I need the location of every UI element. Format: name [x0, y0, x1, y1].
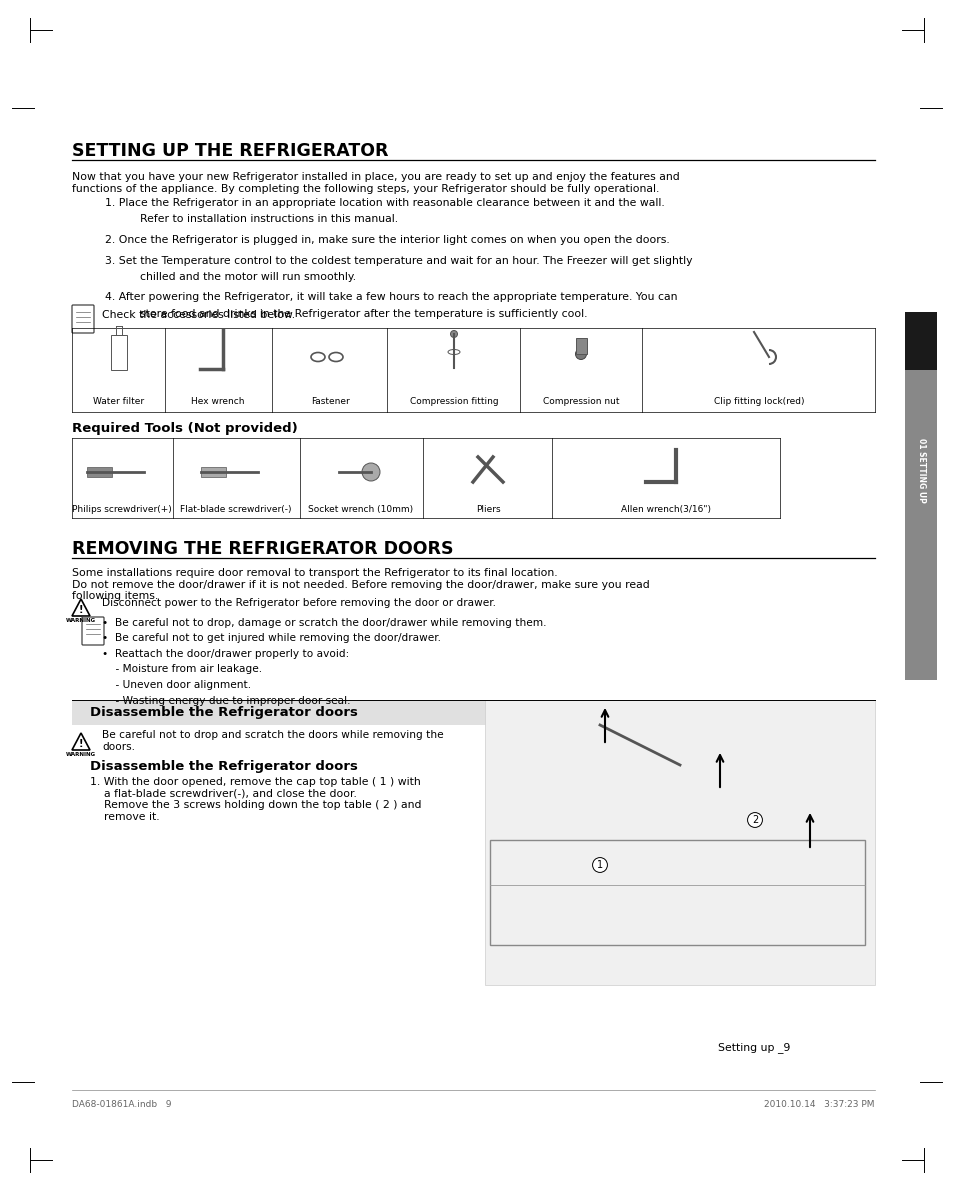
Bar — [490, 840, 864, 945]
Bar — [904, 312, 936, 370]
Text: 1. Place the Refrigerator in an appropriate location with reasonable clearance b: 1. Place the Refrigerator in an appropri… — [105, 198, 664, 208]
Text: - Wasting energy due to improper door seal.: - Wasting energy due to improper door se… — [102, 695, 350, 706]
Text: !: ! — [79, 605, 83, 615]
Text: Compression fitting: Compression fitting — [409, 397, 497, 406]
Text: 1. With the door opened, remove the cap top table ( 1 ) with
    a flat-blade sc: 1. With the door opened, remove the cap … — [90, 777, 421, 822]
Text: SETTING UP THE REFRIGERATOR: SETTING UP THE REFRIGERATOR — [71, 142, 388, 159]
Text: 3. Set the Temperature control to the coldest temperature and wait for an hour. : 3. Set the Temperature control to the co… — [105, 256, 692, 265]
Text: Clip fitting lock(red): Clip fitting lock(red) — [713, 397, 803, 406]
FancyBboxPatch shape — [71, 305, 94, 333]
Text: Now that you have your new Refrigerator installed in place, you are ready to set: Now that you have your new Refrigerator … — [71, 173, 679, 194]
Text: WARNING: WARNING — [66, 752, 96, 757]
Text: Philips screwdriver(+): Philips screwdriver(+) — [72, 505, 172, 514]
Text: Socket wrench (10mm): Socket wrench (10mm) — [308, 505, 414, 514]
Text: Fastener: Fastener — [311, 397, 349, 406]
Bar — [484, 700, 874, 985]
Text: DA68-01861A.indb   9: DA68-01861A.indb 9 — [71, 1100, 172, 1109]
Text: 1: 1 — [597, 860, 602, 870]
Text: •  Be careful not to get injured while removing the door/drawer.: • Be careful not to get injured while re… — [102, 633, 440, 644]
Text: Disassemble the Refrigerator doors: Disassemble the Refrigerator doors — [90, 760, 357, 774]
Text: 4. After powering the Refrigerator, it will take a few hours to reach the approp: 4. After powering the Refrigerator, it w… — [105, 293, 677, 302]
Bar — [575, 338, 586, 353]
Text: •  Reattach the door/drawer properly to avoid:: • Reattach the door/drawer properly to a… — [102, 649, 349, 659]
Ellipse shape — [450, 331, 457, 338]
Text: - Uneven door alignment.: - Uneven door alignment. — [102, 679, 251, 690]
Bar — [201, 466, 226, 477]
Text: Setting up _9: Setting up _9 — [717, 1042, 789, 1053]
Text: chilled and the motor will run smoothly.: chilled and the motor will run smoothly. — [140, 273, 355, 282]
Text: Some installations require door removal to transport the Refrigerator to its fin: Some installations require door removal … — [71, 568, 649, 601]
Ellipse shape — [575, 349, 586, 359]
Text: WARNING: WARNING — [66, 618, 96, 624]
FancyBboxPatch shape — [82, 616, 104, 645]
Text: Water filter: Water filter — [93, 397, 145, 406]
Text: Check the accessories listed below.: Check the accessories listed below. — [102, 311, 294, 320]
Bar — [904, 370, 936, 679]
Text: 2: 2 — [751, 815, 758, 825]
Text: - Moisture from air leakage.: - Moisture from air leakage. — [102, 664, 262, 675]
Bar — [87, 466, 112, 477]
Text: Flat-blade screwdriver(-): Flat-blade screwdriver(-) — [180, 505, 292, 514]
Bar — [111, 336, 127, 370]
Text: store food and drinks in the Refrigerator after the temperature is sufficiently : store food and drinks in the Refrigerato… — [140, 309, 587, 319]
Text: 2010.10.14   3:37:23 PM: 2010.10.14 3:37:23 PM — [763, 1100, 874, 1109]
Text: Be careful not to drop and scratch the doors while removing the
doors.: Be careful not to drop and scratch the d… — [102, 729, 443, 752]
Text: REMOVING THE REFRIGERATOR DOORS: REMOVING THE REFRIGERATOR DOORS — [71, 540, 453, 558]
Text: Allen wrench(3/16"): Allen wrench(3/16") — [620, 505, 710, 514]
Text: !: ! — [79, 739, 83, 749]
Text: 01 SETTING UP: 01 SETTING UP — [916, 438, 924, 502]
Text: Disassemble the Refrigerator doors: Disassemble the Refrigerator doors — [90, 706, 357, 719]
Text: Hex wrench: Hex wrench — [191, 397, 245, 406]
Text: Disconnect power to the Refrigerator before removing the door or drawer.: Disconnect power to the Refrigerator bef… — [102, 599, 496, 608]
Text: Required Tools (Not provided): Required Tools (Not provided) — [71, 422, 297, 436]
Ellipse shape — [361, 463, 379, 481]
Text: 2. Once the Refrigerator is plugged in, make sure the interior light comes on wh: 2. Once the Refrigerator is plugged in, … — [105, 234, 669, 245]
Text: •  Be careful not to drop, damage or scratch the door/drawer while removing them: • Be careful not to drop, damage or scra… — [102, 618, 546, 628]
Bar — [71, 700, 874, 725]
Text: Compression nut: Compression nut — [542, 397, 618, 406]
Text: Pliers: Pliers — [476, 505, 499, 514]
Text: Refer to installation instructions in this manual.: Refer to installation instructions in th… — [140, 214, 397, 225]
